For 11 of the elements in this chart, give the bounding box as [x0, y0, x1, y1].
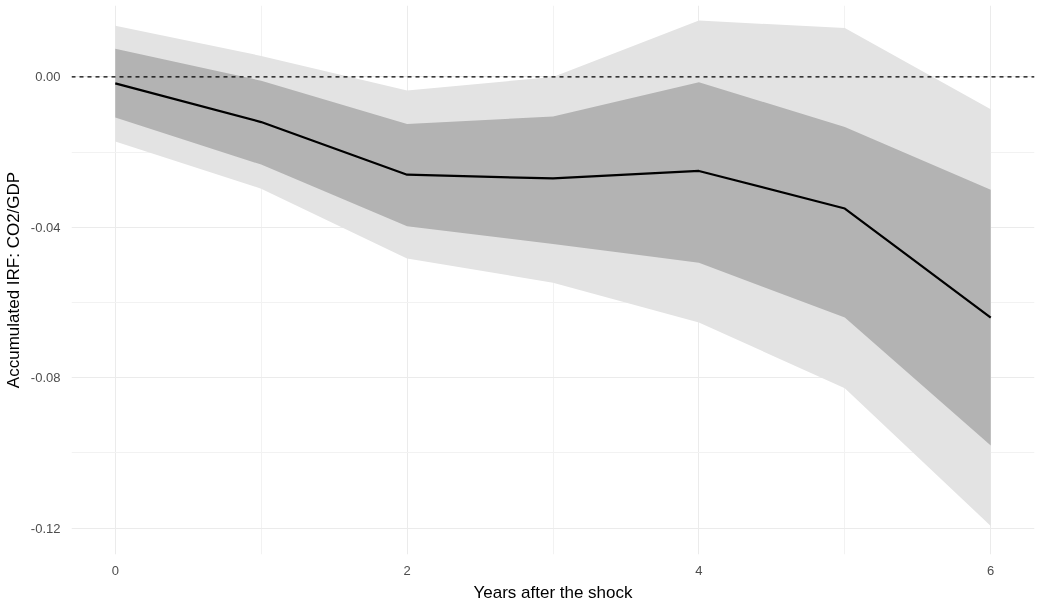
x-tick-label: 2 — [403, 562, 411, 578]
x-tick-label: 6 — [987, 562, 995, 578]
line-series — [114, 82, 992, 319]
y-tick-label: -0.04 — [30, 219, 61, 235]
x-axis-title: Years after the shock — [473, 582, 634, 602]
y-tick-label: -0.12 — [30, 520, 61, 536]
x-tick-label: 4 — [695, 562, 703, 578]
y-axis-title: Accumulated IRF: CO2/GDP — [3, 171, 23, 389]
x-tick-label: 0 — [111, 562, 119, 578]
y-tick-label: -0.08 — [30, 370, 61, 386]
y-tick-label: 0.00 — [35, 69, 61, 85]
